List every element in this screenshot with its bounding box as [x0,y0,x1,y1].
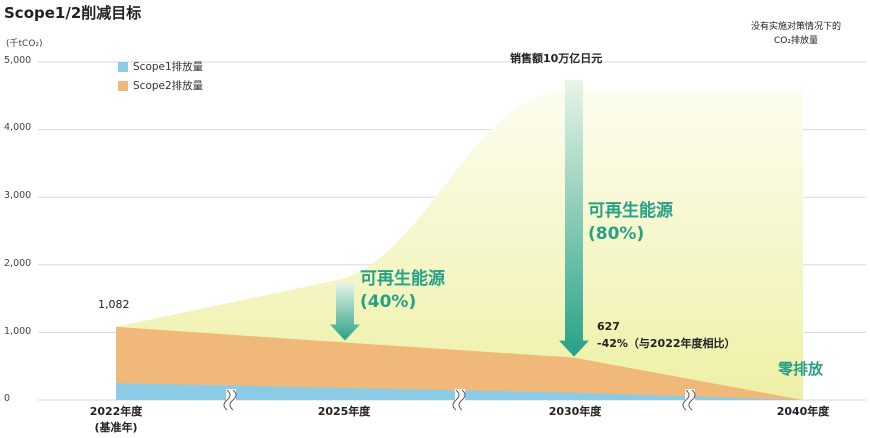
axis-break-bg-1 [455,389,465,411]
bau-note-line1: 没有实施对策情况下的 [750,22,841,32]
renewable-2030-label: 可再生能源 (80%) [588,200,673,246]
series-scope2-area [116,326,803,400]
legend-swatch-scope1 [118,61,128,72]
axis-break-bg-2 [685,389,695,411]
legend-item-scope1: Scope1排放量 [118,57,203,76]
x-label-2030: 2030年度 [548,405,602,418]
y-tick-2000: 2,000 [4,258,32,269]
annotation-2030-reduction: -42%（与2022年度相比） [597,337,736,350]
x-label-2040: 2040年度 [776,405,830,418]
legend-item-scope2: Scope2排放量 [118,76,203,95]
y-tick-4000: 4,000 [4,122,32,133]
axis-break-bg-0 [226,389,236,411]
x-label-2022-sub: (基准年) [94,421,138,434]
y-tick-5000: 5,000 [4,55,32,66]
axis-break-1 [452,389,466,411]
annotation-2022-value: 1,082 [98,298,130,311]
bau-note: 没有实施对策情况下的 CO₂排放量 [736,20,856,48]
annotation-2030: 627 -42%（与2022年度相比） [597,318,736,352]
renewable-2030-line2: (80%) [588,224,645,244]
reduction-arrow-2030 [559,80,589,357]
reduction-arrow-2025 [330,282,360,341]
bau-area [116,89,803,400]
page-title: Scope1/2削减目标 [4,4,142,22]
legend: Scope1排放量 Scope2排放量 [118,57,203,95]
legend-swatch-scope2 [118,80,128,91]
axis-break-2 [682,389,696,411]
legend-label-scope1: Scope1排放量 [133,61,204,73]
renewable-2025-line1: 可再生能源 [360,269,445,289]
y-tick-1000: 1,000 [4,326,32,337]
x-label-2025: 2025年度 [317,405,371,418]
renewable-2030-line1: 可再生能源 [588,201,673,221]
axis-break-0 [223,389,237,411]
y-tick-3000: 3,000 [4,190,32,201]
renewable-2025-line2: (40%) [360,292,417,312]
x-label-2022-year: 2022年度 [89,405,143,418]
y-tick-0: 0 [4,393,11,404]
bau-note-line2: CO₂排放量 [774,36,818,46]
y-axis-unit: (千tCO₂) [6,39,43,49]
renewable-2025-label: 可再生能源 (40%) [360,268,445,314]
annotation-2030-value: 627 [597,320,620,333]
zero-emission-label: 零排放 [778,360,824,378]
x-label-2022: 2022年度 (基准年) [71,404,161,436]
legend-label-scope2: Scope2排放量 [133,80,204,92]
sales-label: 销售额10万亿日元 [510,52,603,65]
